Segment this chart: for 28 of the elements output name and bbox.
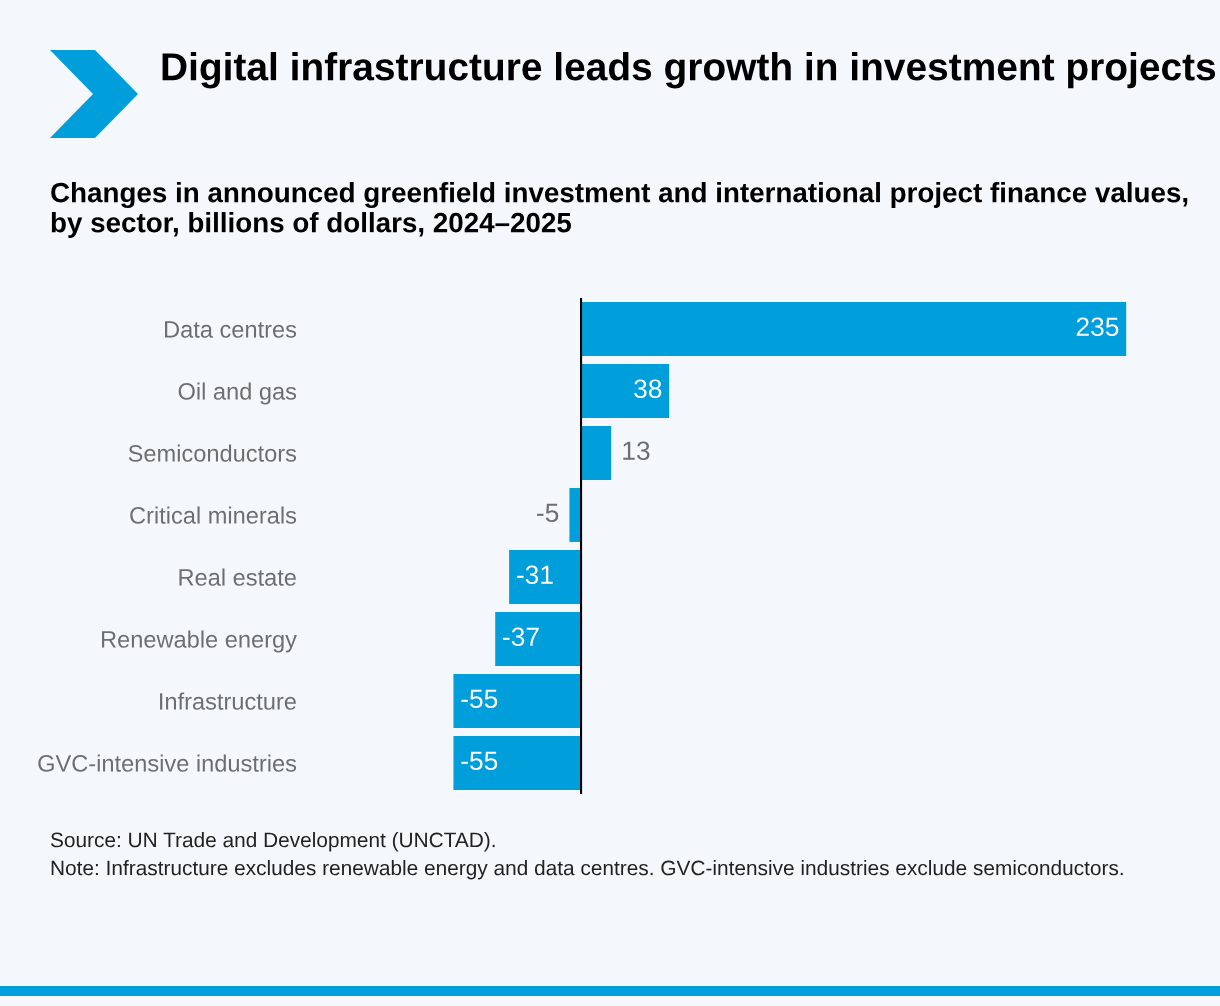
bar [509,550,582,604]
data-label: -55 [461,751,498,771]
bar [453,674,582,728]
bar [495,612,582,666]
y-tick-label: Oil and gas [178,382,297,405]
text: Note: Infrastructure excludes renewable energy and data centres. GVC-intensive industries exclude semiconductors. [51,860,1123,880]
bar [569,488,582,542]
data-label: 235 [1076,317,1119,337]
bar [453,736,582,790]
y-tick-label: Real estate [179,568,296,586]
data-label: -37 [503,627,539,647]
bar [581,426,612,480]
bar [581,302,1127,356]
data-label: -31 [517,565,553,585]
chart-subtitle: Changes in announced greenfield investment and international project finance values, by sector, billions of dollars, 2024–2025 [51,182,1188,238]
y-tick-label: Semiconductors [128,444,297,462]
data-label: -5 [537,503,559,523]
y-tick-label: Data centres [165,321,297,338]
source-note: Source: UN Trade and Development (UNCTAD). [50,832,495,852]
data-label: 13 [623,441,650,461]
data-label: -55 [461,689,498,709]
chart-title: Digital infrastructure leads growth in investment projects [162,52,1216,89]
y-tick-label: GVC-intensive industries [38,754,297,772]
data-label: 38 [634,379,662,399]
y-tick-label: Infrastructure [160,692,296,710]
y-tick-label: Renewable energy [102,630,297,653]
y-tick-label: Critical minerals [130,506,297,524]
bar [581,364,670,418]
